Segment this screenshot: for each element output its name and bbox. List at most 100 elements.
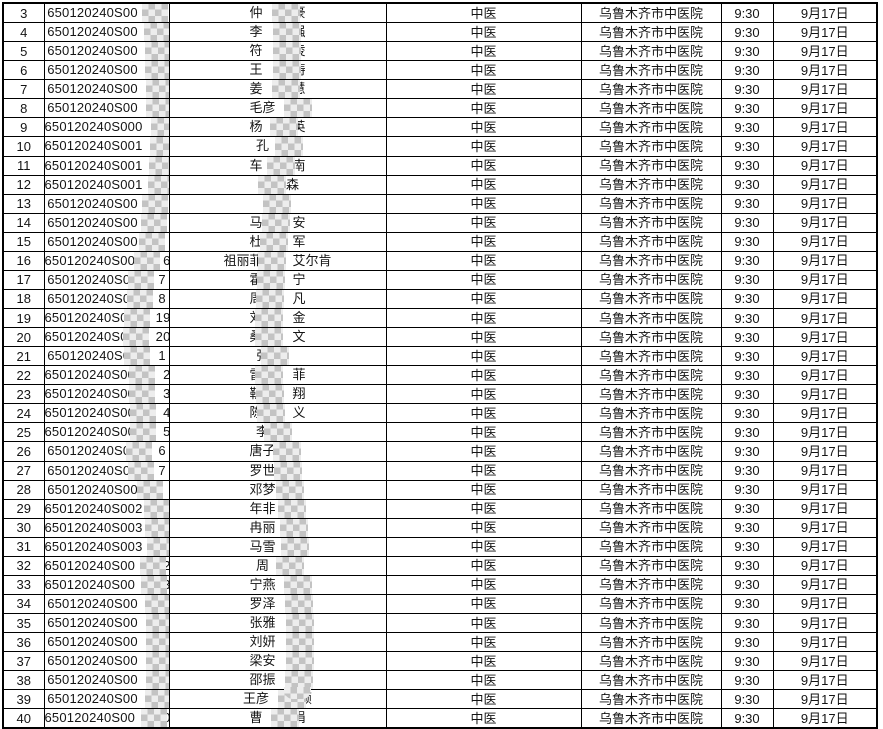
id-cell: 650120240S003 — [43, 517, 170, 538]
censor-mosaic-name — [270, 709, 299, 728]
category-cell: 中医 — [385, 403, 582, 424]
id-cell: 650120240S00 — [43, 212, 170, 233]
name-right: 安 — [292, 214, 306, 230]
time-cell: 9:30 — [720, 517, 774, 538]
hospital-cell: 乌鲁木齐市中医院 — [580, 517, 722, 538]
censor-mosaic-id — [148, 157, 168, 175]
id-prefix: 650120240S0 — [47, 443, 131, 459]
censor-mosaic-name — [272, 42, 301, 60]
row-number-cell: 27 — [2, 460, 45, 481]
name-left: 车 — [249, 157, 263, 173]
date-cell: 9月17日 — [772, 498, 878, 519]
table-row: 12 650120240S001 森 中医 乌鲁木齐市中医院 9:30 9月17… — [2, 174, 878, 195]
id-prefix: 650120240S00 — [44, 424, 136, 440]
name-right: 文 — [292, 329, 306, 345]
name-cell: 李强 — [168, 22, 387, 43]
id-tail: 6 — [163, 253, 168, 268]
category-cell: 中医 — [385, 365, 582, 386]
category-cell: 中医 — [385, 22, 582, 43]
hospital-cell: 乌鲁木齐市中医院 — [580, 651, 722, 672]
hospital-cell: 乌鲁木齐市中医院 — [580, 422, 722, 443]
row-number-cell: 29 — [2, 498, 45, 519]
row-number-cell: 19 — [2, 307, 45, 329]
row-number-cell: 14 — [2, 212, 45, 233]
table-row: 13 650120240S00 中医 乌鲁木齐市中医院 9:30 9月17日 — [2, 193, 878, 214]
hospital-cell: 乌鲁木齐市中医院 — [580, 98, 722, 119]
name-cell: 李 — [168, 422, 387, 443]
censor-mosaic-name — [275, 481, 304, 499]
name-cell: 孔 — [168, 136, 387, 157]
censor-mosaic-name — [257, 176, 286, 194]
name-cell: 邓梦 — [168, 479, 387, 500]
censor-mosaic-name — [280, 538, 309, 556]
id-prefix: 650120240S00 — [47, 43, 138, 59]
id-tail: 1 — [158, 348, 166, 364]
table-row: 26 650120240S0 6 唐子 中医 乌鲁木齐市中医院 9:30 9月17… — [2, 441, 878, 462]
censor-mosaic-name — [273, 462, 302, 480]
name-left: 李 — [249, 24, 263, 40]
id-prefix: 650120240S0 — [47, 271, 131, 287]
date-cell: 9月17日 — [772, 536, 878, 557]
row-number-cell: 13 — [2, 193, 45, 214]
id-cell: 650120240S0 19 — [43, 307, 170, 329]
censor-mosaic-id — [143, 500, 168, 518]
time-cell: 9:30 — [720, 2, 774, 24]
time-cell: 9:30 — [720, 651, 774, 672]
name-left: 马雪 — [249, 538, 276, 554]
name-cell: 年非 — [168, 498, 387, 519]
time-cell: 9:30 — [720, 498, 774, 519]
censor-mosaic-id — [130, 404, 157, 422]
name-cell: 陈义 — [168, 403, 387, 424]
censor-mosaic-name — [262, 195, 291, 213]
time-cell: 9:30 — [720, 441, 774, 462]
censor-mosaic-id — [129, 366, 156, 384]
id-cell: 650120240S0 8 — [43, 288, 170, 310]
hospital-cell: 乌鲁木齐市中医院 — [580, 365, 722, 386]
hospital-cell: 乌鲁木齐市中医院 — [580, 212, 722, 233]
censor-mosaic-name — [254, 328, 283, 346]
table-row: 11 650120240S001 车南 中医 乌鲁木齐市中医院 9:30 9月1… — [2, 155, 878, 176]
table-row: 29 650120240S002 年非 中医 乌鲁木齐市中医院 9:30 9月1… — [2, 498, 878, 519]
name-cell — [168, 193, 387, 214]
censor-mosaic-id — [144, 42, 168, 60]
table-row: 40 650120240S000 曹娟 中医 乌鲁木齐市中医院 9:30 9月1… — [2, 708, 878, 729]
date-cell: 9月17日 — [772, 384, 878, 405]
date-cell: 9月17日 — [772, 612, 878, 634]
table-row: 16 650120240S00 6 祖丽菲 艾尔肯 中医 乌鲁木齐市中医院 9:30… — [2, 250, 878, 271]
id-prefix: 650120240S0 — [44, 310, 128, 325]
date-cell: 9月17日 — [772, 117, 878, 138]
table-row: 14 650120240S00 马安 中医 乌鲁木齐市中医院 9:30 9月17… — [2, 212, 878, 233]
id-prefix: 650120240S00 — [47, 195, 138, 211]
censor-mosaic-id — [145, 80, 168, 98]
time-cell: 9:30 — [720, 593, 774, 615]
category-cell: 中医 — [385, 231, 582, 252]
hospital-cell: 乌鲁木齐市中医院 — [580, 288, 722, 310]
id-cell: 650120240S00 — [43, 41, 170, 62]
id-cell: 650120240S0 1 — [43, 346, 170, 367]
name-cell: 姜慧 — [168, 79, 387, 100]
row-number-cell: 30 — [2, 517, 45, 538]
date-cell: 9月17日 — [772, 193, 878, 214]
table-row: 9 650120240S000 杨英 中医 乌鲁木齐市中医院 9:30 9月17… — [2, 117, 878, 138]
name-cell: 雷菲 — [168, 365, 387, 386]
name-cell: 森 — [168, 174, 387, 195]
row-number-cell: 20 — [2, 327, 45, 348]
hospital-cell: 乌鲁木齐市中医院 — [580, 498, 722, 519]
name-left: 曹 — [249, 710, 263, 726]
id-cell: 650120240S003 — [43, 536, 170, 557]
category-cell: 中医 — [385, 536, 582, 557]
id-cell: 650120240S00 — [43, 651, 170, 672]
time-cell: 9:30 — [720, 288, 774, 310]
date-cell: 9月17日 — [772, 41, 878, 62]
hospital-cell: 乌鲁木齐市中医院 — [580, 327, 722, 348]
hospital-cell: 乌鲁木齐市中医院 — [580, 193, 722, 214]
censor-mosaic-id — [144, 519, 168, 537]
time-cell: 9:30 — [720, 403, 774, 424]
table-row: 20 650120240S020 桑文 中医 乌鲁木齐市中医院 9:30 9月1… — [2, 327, 878, 348]
id-prefix: 650120240S0 — [44, 329, 128, 345]
table-row: 38 650120240S00 邵振 中医 乌鲁木齐市中医院 9:30 9月17… — [2, 670, 878, 691]
name-left: 毛彦 — [249, 100, 276, 116]
id-prefix: 650120240S00 — [47, 653, 138, 669]
